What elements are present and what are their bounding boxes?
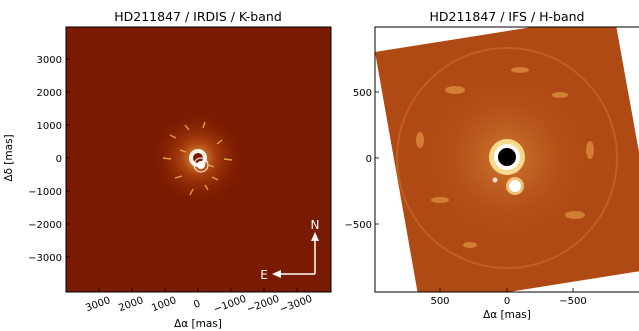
irdis-x-axis: 3000 2000 1000 0 −1000 −2000 −3000 Δα [m… <box>84 288 314 330</box>
ifs-frame <box>374 26 639 293</box>
ifs-y-axis: 500 0 −500 <box>345 88 379 231</box>
irdis-xtick: 2000 <box>117 295 145 314</box>
irdis-xtick: −2000 <box>245 294 281 316</box>
north-arrow-icon <box>311 232 319 241</box>
ifs-ytick: 500 <box>353 88 372 99</box>
ifs-image <box>375 27 639 292</box>
ifs-ytick: 0 <box>366 154 372 165</box>
irdis-ytick: 3000 <box>37 55 62 66</box>
irdis-panel: HD211847 / IRDIS / K-band N E <box>3 9 332 330</box>
ifs-xtick: 0 <box>504 296 510 307</box>
ifs-companion <box>509 180 521 192</box>
irdis-companion <box>197 161 205 169</box>
irdis-frame <box>65 26 332 293</box>
irdis-companion-ring <box>193 157 209 173</box>
east-arrow-icon <box>272 270 281 278</box>
ifs-title: HD211847 / IFS / H-band <box>429 9 584 24</box>
irdis-ytick: −3000 <box>28 253 62 264</box>
irdis-ytick: 2000 <box>37 88 62 99</box>
irdis-ytick: 1000 <box>37 121 62 132</box>
ifs-xlabel: Δα [mas] <box>483 309 531 321</box>
irdis-xtick: 0 <box>192 298 202 311</box>
ifs-xtick: −500 <box>559 296 586 307</box>
irdis-speckles <box>162 121 233 196</box>
irdis-image: N E <box>66 27 331 292</box>
irdis-xlabel: Δα [mas] <box>174 318 222 330</box>
irdis-ytick: −2000 <box>28 220 62 231</box>
ifs-panel: HD211847 / IFS / H-band <box>345 9 639 321</box>
irdis-xtick: −1000 <box>212 294 248 316</box>
irdis-xtick: −3000 <box>278 294 314 316</box>
compass-north-label: N <box>311 218 320 232</box>
compass-east-label: E <box>260 268 268 282</box>
ifs-xtick: 500 <box>430 296 449 307</box>
irdis-xtick: 3000 <box>84 295 112 314</box>
compass: N E <box>260 218 319 282</box>
irdis-ytick: 0 <box>56 154 62 165</box>
ifs-x-axis: 500 0 −500 Δα [mas] <box>430 288 587 321</box>
irdis-y-axis: 3000 2000 1000 0 −1000 −2000 −3000 Δδ [m… <box>3 55 70 264</box>
ifs-ytick: −500 <box>345 220 372 231</box>
irdis-ytick: −1000 <box>28 187 62 198</box>
ifs-coronagraph-mask <box>498 148 516 166</box>
irdis-title: HD211847 / IRDIS / K-band <box>114 9 282 24</box>
irdis-xtick: 1000 <box>150 295 178 314</box>
irdis-ylabel: Δδ [mas] <box>3 134 15 181</box>
ifs-speckles <box>416 67 594 248</box>
